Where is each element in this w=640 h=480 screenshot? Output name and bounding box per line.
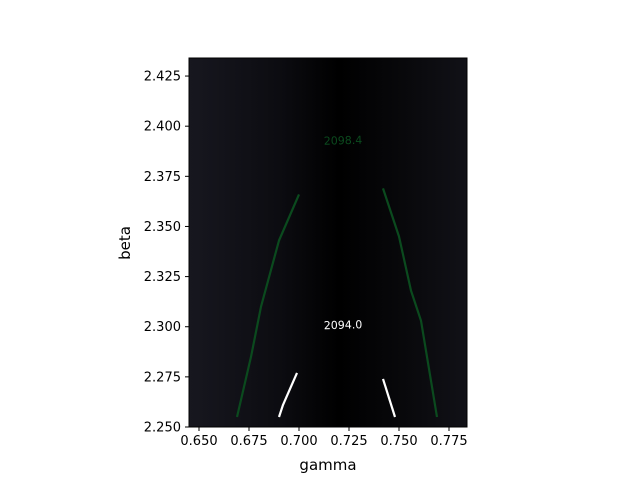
plot-area xyxy=(189,58,467,427)
y-tick-label: 2.375 xyxy=(144,170,181,185)
y-tick-label: 2.350 xyxy=(144,220,181,235)
contour-label: 2098.4 xyxy=(324,134,363,148)
y-tick-label: 2.325 xyxy=(144,270,181,285)
x-tick-label: 0.725 xyxy=(330,434,367,449)
x-tick-label: 0.700 xyxy=(280,434,317,449)
y-tick-label: 2.250 xyxy=(144,421,181,436)
y-tick-label: 2.400 xyxy=(144,120,181,135)
x-tick-label: 0.650 xyxy=(180,434,217,449)
x-axis-label: gamma xyxy=(299,456,356,474)
contour-line-2098.4-2 xyxy=(381,188,439,418)
y-axis-label: beta xyxy=(116,226,134,260)
contour-line-2094.0-2 xyxy=(381,378,397,418)
x-tick-label: 0.675 xyxy=(230,434,267,449)
plot-background xyxy=(189,58,467,427)
axes-layer: 0.650 0.675 0.700 0.725 0.750 0.775 2.250 2.275… xyxy=(144,57,468,449)
contour-line-2094.0-1 xyxy=(277,372,299,418)
y-tick-label: 2.425 xyxy=(144,70,181,85)
y-tick-label: 2.275 xyxy=(144,370,181,385)
contour-label: 2094.0 xyxy=(324,318,363,332)
contour-line-2098.4-1 xyxy=(235,193,301,418)
x-tick-label: 0.750 xyxy=(380,434,417,449)
contour-layer: 2098.4 2094.0 xyxy=(235,134,439,418)
axes-frame xyxy=(188,57,468,428)
y-tick-label: 2.300 xyxy=(144,320,181,335)
x-tick-label: 0.775 xyxy=(430,434,467,449)
